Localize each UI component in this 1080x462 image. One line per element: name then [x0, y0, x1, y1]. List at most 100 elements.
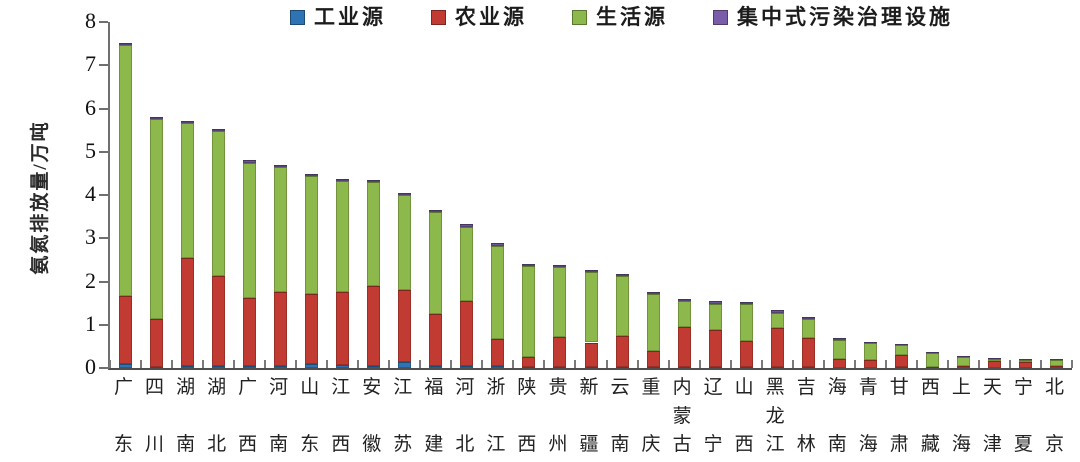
bar-segment-农业源	[212, 275, 226, 367]
bar-segment-生活源	[646, 294, 660, 351]
bar-segment-生活源	[956, 357, 970, 366]
bar-segment-集中式污染治理设施	[956, 355, 970, 358]
x-axis-label-新疆: 新疆	[579, 377, 599, 455]
bar-湖北	[212, 22, 226, 368]
bar-江苏	[398, 22, 412, 368]
bar-segment-农业源	[553, 337, 567, 368]
bar-山西	[739, 22, 753, 368]
x-axis-label-广西: 广西	[238, 377, 258, 455]
bar-segment-工业源	[522, 366, 536, 368]
y-axis-tick	[99, 64, 108, 67]
x-axis-label-宁夏: 宁夏	[1013, 377, 1033, 455]
bar-segment-集中式污染治理设施	[646, 292, 660, 295]
x-axis-tick	[543, 360, 546, 368]
bar-segment-生活源	[832, 340, 846, 359]
bar-segment-生活源	[522, 266, 536, 357]
x-axis-tick	[109, 360, 111, 368]
x-axis-label-河北: 河北	[455, 377, 475, 455]
legend-label: 生活源	[596, 5, 668, 29]
bar-segment-集中式污染治理设施	[770, 310, 784, 313]
x-axis-tick	[977, 360, 980, 368]
bar-segment-工业源	[615, 367, 629, 368]
bar-segment-生活源	[584, 272, 598, 343]
bar-河北	[460, 22, 474, 368]
legend-label: 农业源	[455, 5, 527, 29]
bar-segment-集中式污染治理设施	[1018, 359, 1032, 361]
bar-segment-工业源	[336, 364, 350, 368]
bar-segment-集中式污染治理设施	[150, 116, 164, 119]
bar-内蒙古	[677, 22, 691, 368]
bar-segment-集中式污染治理设施	[894, 343, 908, 346]
y-axis-tick-label: 2	[85, 267, 96, 293]
y-axis-tick	[99, 237, 108, 240]
bar-segment-集中式污染治理设施	[491, 243, 505, 246]
bar-黑龙江	[770, 22, 784, 368]
bar-segment-生活源	[739, 304, 753, 341]
x-axis-tick	[574, 360, 577, 368]
y-axis-title: 氨氮排放量/万吨	[30, 120, 51, 275]
bar-山东	[305, 22, 319, 368]
bar-segment-农业源	[522, 356, 536, 367]
bar-segment-生活源	[553, 267, 567, 338]
bar-segment-集中式污染治理设施	[832, 338, 846, 341]
bar-segment-工业源	[367, 365, 381, 368]
y-axis-tick-label: 5	[85, 137, 96, 163]
x-axis-tick	[233, 360, 236, 368]
plot-area	[99, 21, 1073, 370]
bar-segment-农业源	[367, 285, 381, 366]
bar-segment-工业源	[677, 367, 691, 368]
legend-item-2: 农业源	[431, 7, 527, 28]
bar-segment-生活源	[429, 212, 443, 315]
x-axis-tick	[605, 360, 608, 368]
bar-新疆	[584, 22, 598, 368]
bar-segment-工业源	[460, 365, 474, 368]
x-axis-label-江西: 江西	[331, 377, 351, 455]
bar-湖南	[181, 22, 195, 368]
x-axis-label-北京: 北京	[1044, 377, 1064, 455]
bar-segment-工业源	[708, 366, 722, 368]
x-axis-tick	[1008, 360, 1011, 368]
bar-segment-农业源	[119, 295, 133, 364]
legend-swatch-icon	[572, 10, 587, 25]
bar-segment-生活源	[615, 275, 629, 337]
bar-segment-集中式污染治理设施	[522, 264, 536, 267]
bar-segment-生活源	[1049, 359, 1063, 367]
bar-segment-工业源	[584, 367, 598, 368]
bar-segment-生活源	[708, 303, 722, 330]
y-axis-tick	[99, 21, 108, 23]
x-axis-label-湖北: 湖北	[207, 377, 227, 455]
legend-swatch-icon	[713, 10, 728, 25]
bar-segment-集中式污染治理设施	[987, 358, 1001, 360]
x-axis-label-吉林: 吉林	[796, 377, 816, 455]
x-axis-tick	[822, 360, 825, 368]
bar-segment-集中式污染治理设施	[274, 165, 288, 168]
x-axis-label-江苏: 江苏	[393, 377, 413, 455]
bar-天津	[987, 22, 1001, 368]
x-axis-tick	[1039, 360, 1042, 368]
bar-浙江	[491, 22, 505, 368]
bar-segment-生活源	[770, 312, 784, 329]
bar-segment-工业源	[801, 367, 815, 368]
bar-segment-工业源	[150, 366, 164, 368]
bar-segment-工业源	[305, 363, 319, 368]
bar-安徽	[367, 22, 381, 368]
x-axis-tick	[791, 360, 794, 368]
x-axis-tick	[388, 360, 391, 368]
y-axis-tick-label: 4	[85, 181, 96, 206]
x-axis-tick	[729, 360, 732, 368]
bar-segment-工业源	[181, 366, 195, 368]
x-axis-tick	[915, 360, 918, 368]
bar-segment-农业源	[1018, 361, 1032, 368]
bar-segment-工业源	[274, 365, 288, 368]
bar-segment-农业源	[305, 293, 319, 364]
bar-segment-农业源	[429, 314, 443, 366]
bar-segment-农业源	[770, 328, 784, 368]
bar-segment-工业源	[491, 365, 505, 368]
bar-segment-农业源	[491, 339, 505, 366]
bar-segment-工业源	[739, 366, 753, 368]
bar-segment-生活源	[212, 131, 226, 276]
x-axis-tick	[171, 360, 174, 368]
x-axis-label-青海: 青海	[858, 377, 878, 455]
x-axis-tick	[946, 360, 949, 368]
bar-江西	[336, 22, 350, 368]
